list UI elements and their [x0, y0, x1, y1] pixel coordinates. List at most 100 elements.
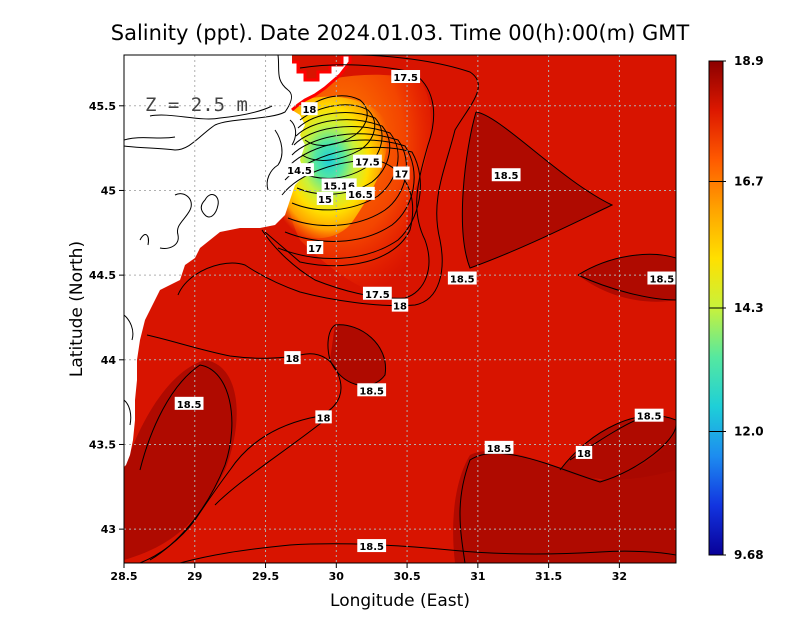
- x-tick-label: 29.5: [252, 570, 279, 583]
- contour-label-text: 18: [577, 449, 591, 460]
- contour-label-box: [357, 383, 387, 397]
- contour-label-text: 17.5: [355, 158, 380, 169]
- x-tick-label: 30.5: [394, 570, 421, 583]
- contour-label-box: [353, 154, 382, 168]
- plot-area: Z = 2.5 m 17.51817.51714.515.1616.515171…: [124, 55, 676, 563]
- contour-label-text: 14.5: [287, 166, 312, 177]
- contour-lines: [139, 55, 676, 563]
- colorbar-tick-label: 12.0: [734, 425, 764, 439]
- y-tick-label: 44.5: [89, 269, 116, 282]
- contour-label-text: 18.5: [487, 444, 512, 455]
- y-axis-label: Latitude (North): [67, 241, 87, 377]
- contour-label-text: 18.5: [650, 275, 675, 286]
- colorbar-ticks: 18.9 16.7 14.3 12.0 9.68: [709, 54, 764, 562]
- land-mass: [124, 55, 350, 467]
- contour-line: [277, 146, 421, 259]
- coastline: [124, 55, 292, 151]
- contour-label-box: [491, 168, 521, 182]
- contour-label-text: 15.16: [323, 181, 355, 192]
- coastline: [289, 119, 297, 146]
- contour-line: [264, 159, 414, 267]
- contour-label-box: [284, 351, 301, 365]
- contour-label-text: 17.5: [365, 290, 390, 301]
- x-tick-label: 30: [329, 570, 345, 583]
- contour-label-box: [391, 70, 421, 84]
- contour-label-box: [484, 440, 514, 454]
- y-tick-label: 44: [101, 354, 117, 367]
- contour-label-box: [647, 271, 676, 285]
- contour-label-text: 18.5: [359, 386, 384, 397]
- contour-label-text: 18: [302, 105, 316, 116]
- colorbar: 18.9 16.7 14.3 12.0 9.68: [708, 54, 764, 562]
- contour-label-box: [357, 539, 387, 553]
- coastline: [124, 136, 176, 141]
- y-tick-label: 43: [101, 523, 116, 536]
- contour-label: 18.5: [491, 168, 521, 182]
- chart-title: Salinity (ppt). Date 2024.01.03. Time 00…: [111, 21, 690, 45]
- contour-label: 18: [391, 298, 409, 313]
- contour-label: 17: [306, 241, 324, 255]
- contour-label: 17.5: [391, 70, 421, 84]
- contour-label: 17: [393, 166, 410, 181]
- contour-label: 18: [301, 102, 318, 116]
- high-salinity-zone-southwest: [124, 360, 237, 560]
- contour-line: [297, 112, 383, 179]
- contour-label: 15: [316, 191, 334, 206]
- contour-label-box: [316, 191, 334, 205]
- contour-label: 18: [575, 445, 593, 460]
- high-salinity-zone-northeast: [462, 112, 612, 268]
- contour-label-box: [634, 408, 664, 422]
- contour-label-box: [285, 163, 314, 177]
- contour-label-text: 18: [285, 354, 299, 365]
- contour-label: 17.5: [353, 154, 382, 169]
- contour-label-box: [306, 241, 324, 255]
- coastline: [139, 234, 149, 246]
- contour-line: [284, 139, 415, 242]
- depth-label: Z = 2.5 m: [145, 94, 248, 116]
- contour-label: 18.5: [647, 271, 676, 286]
- x-tick-label: 29: [187, 570, 202, 583]
- contour-line: [459, 424, 676, 563]
- colorbar-tick-label: 16.7: [734, 175, 764, 189]
- contour-label: 18: [284, 351, 301, 365]
- x-tick-label: 32: [612, 570, 627, 583]
- contour-line: [179, 543, 676, 563]
- contour-label-box: [391, 298, 409, 312]
- contour-label: 18.5: [357, 383, 387, 397]
- contour-label-text: 17: [394, 170, 408, 181]
- coastline: [124, 399, 132, 426]
- colorbar-tick-label: 9.68: [734, 548, 764, 562]
- contour-line: [214, 419, 326, 506]
- contour-label-box: [315, 410, 332, 424]
- contour-line: [291, 126, 399, 211]
- contour-label-text: 17: [308, 244, 322, 255]
- contour-label-box: [345, 186, 375, 200]
- river-plume-core: [280, 96, 388, 239]
- coastline-lines: [124, 55, 297, 426]
- contour-label-text: 16.5: [348, 190, 373, 201]
- x-tick-label: 28.5: [110, 570, 137, 583]
- contour-label-text: 18.5: [359, 542, 384, 553]
- contour-label-box: [393, 166, 410, 180]
- contour-label-box: [301, 102, 318, 116]
- high-salinity-zone-center: [330, 324, 386, 386]
- contour-line: [577, 253, 676, 276]
- contour-line: [295, 119, 391, 195]
- contour-label: 18.5: [634, 408, 664, 423]
- contour-label-text: 15: [318, 195, 332, 206]
- contour-label: 16.5: [345, 186, 375, 201]
- contour-line: [139, 364, 233, 561]
- contour-label: 18.5: [174, 396, 204, 411]
- contour-label: 18.5: [357, 539, 387, 553]
- contour-line: [177, 55, 479, 307]
- x-axis-label: Longitude (East): [330, 591, 470, 611]
- coastline: [159, 193, 192, 249]
- plot-frame: [123, 54, 677, 564]
- contour-line: [577, 274, 676, 301]
- contour-line: [299, 104, 376, 161]
- contour-labels: 17.51817.51714.515.1616.5151718.518.517.…: [174, 70, 676, 553]
- contour-line: [461, 111, 614, 269]
- contour-label-box: [174, 396, 204, 410]
- contour-label: 18: [315, 410, 332, 424]
